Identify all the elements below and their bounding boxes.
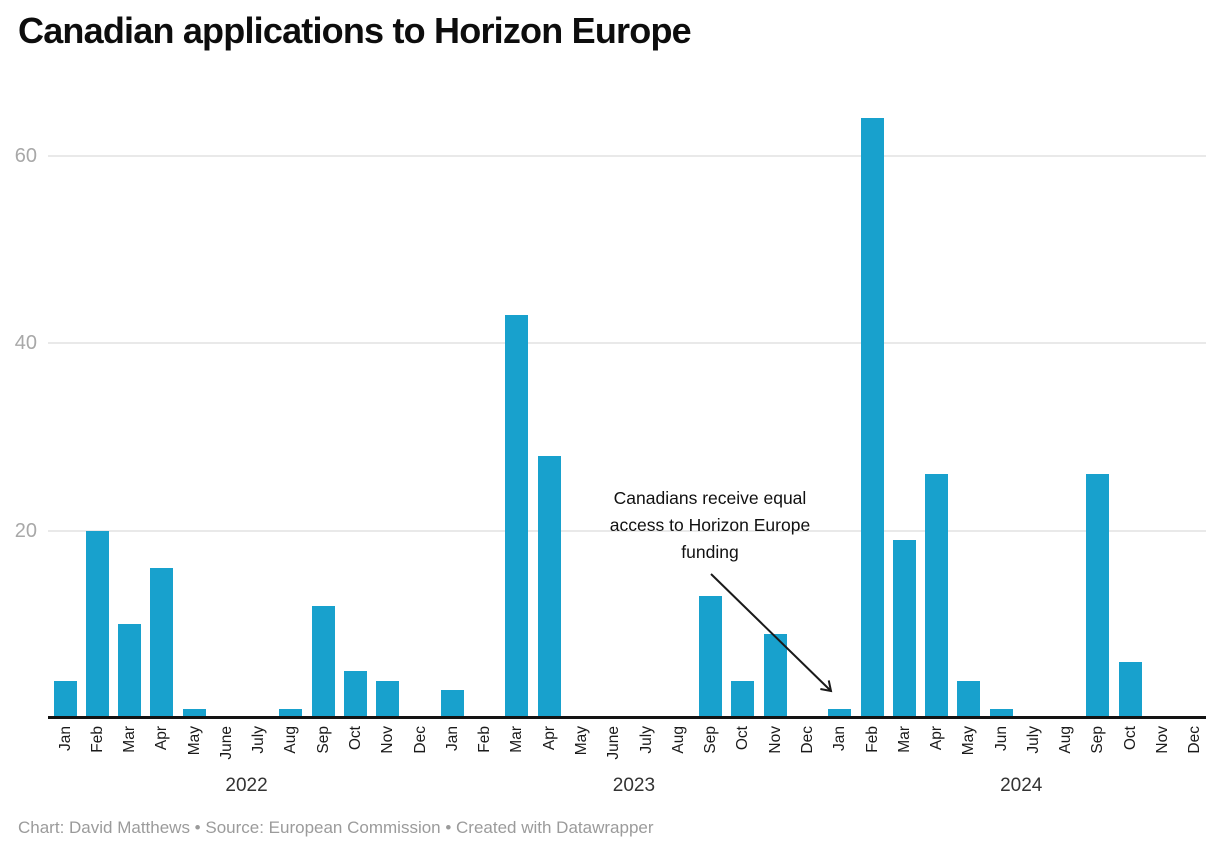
x-tick-label-2024-Nov: Nov [1154, 726, 1172, 754]
x-tick-label-2022-May: May [185, 726, 203, 756]
x-tick-label-2023-Aug: Aug [669, 726, 687, 754]
x-tick-label-2022-Nov: Nov [379, 726, 397, 754]
x-tick-label-2024-Oct: Oct [1121, 726, 1139, 751]
bar-2022-Oct[interactable] [344, 671, 368, 718]
bar-2022-May[interactable] [182, 708, 206, 718]
x-tick-label-2023-June: June [605, 726, 623, 760]
x-tick-label-2024-May: May [960, 726, 978, 756]
gridline-40 [48, 342, 1206, 344]
x-axis-line [48, 716, 1206, 719]
x-tick-label-2022-Apr: Apr [153, 726, 171, 751]
bar-2023-Mar[interactable] [505, 314, 529, 718]
y-tick-label-40: 40 [14, 332, 37, 354]
x-tick-label-2023-Dec: Dec [798, 726, 816, 754]
bar-2023-Oct[interactable] [731, 680, 755, 718]
x-tick-label-2024-July: July [1024, 726, 1042, 754]
x-axis-year-label-2023: 2023 [612, 775, 656, 796]
bar-2024-Sep[interactable] [1086, 474, 1110, 718]
x-tick-label-2024-Apr: Apr [928, 726, 946, 751]
x-tick-label-2023-Nov: Nov [766, 726, 784, 754]
bar-2022-Jan[interactable] [53, 680, 77, 718]
bar-2022-Apr[interactable] [150, 568, 174, 718]
bar-2022-Mar[interactable] [118, 624, 142, 718]
x-tick-label-2023-July: July [637, 726, 655, 754]
bar-2024-Mar[interactable] [892, 539, 916, 718]
x-tick-label-2022-July: July [250, 726, 268, 754]
bar-2024-Apr[interactable] [925, 474, 949, 718]
x-tick-label-2024-Dec: Dec [1186, 726, 1204, 754]
y-tick-label-60: 60 [14, 144, 37, 167]
x-tick-label-2022-Feb: Feb [88, 726, 106, 753]
bar-2024-May[interactable] [957, 680, 981, 718]
gridline-60 [48, 154, 1206, 157]
bar-2022-Aug[interactable] [279, 708, 303, 718]
x-tick-label-2022-June: June [217, 726, 235, 760]
chart-title: Canadian applications to Horizon Europe [18, 10, 692, 51]
x-tick-label-2023-Jan: Jan [443, 726, 461, 751]
bar-2024-Jun[interactable] [989, 708, 1013, 718]
x-axis-year-label-2024: 2024 [1000, 775, 1043, 796]
bar-2024-Oct[interactable] [1118, 661, 1142, 718]
y-tick-label-20: 20 [14, 519, 37, 542]
x-tick-label-2024-Jan: Jan [831, 726, 849, 751]
x-tick-label-2024-Aug: Aug [1057, 726, 1075, 754]
x-tick-label-2022-Dec: Dec [411, 726, 429, 754]
chart-annotation: Canadians receive equal access to Horizo… [609, 488, 811, 562]
bar-2022-Feb[interactable] [85, 530, 109, 718]
x-tick-label-2022-Sep: Sep [314, 726, 332, 754]
x-tick-label-2023-May: May [572, 726, 590, 756]
bar-2023-Apr[interactable] [537, 455, 561, 718]
x-tick-label-2024-Mar: Mar [895, 726, 913, 753]
bar-2023-Jan[interactable] [440, 689, 464, 718]
chart-footer: Chart: David Matthews • Source: European… [18, 818, 654, 837]
x-tick-label-2022-Aug: Aug [282, 726, 300, 754]
x-tick-label-2022-Jan: Jan [56, 726, 74, 751]
gridline-20 [48, 529, 1206, 532]
x-tick-label-2023-Oct: Oct [734, 726, 752, 751]
bar-2024-Feb[interactable] [860, 118, 884, 718]
bar-2024-Jan[interactable] [828, 708, 852, 718]
x-tick-label-2024-Feb: Feb [863, 726, 881, 753]
x-tick-label-2024-Sep: Sep [1089, 726, 1107, 754]
x-tick-label-2023-Sep: Sep [702, 726, 720, 754]
x-tick-label-2022-Mar: Mar [121, 726, 139, 753]
x-tick-label-2022-Oct: Oct [347, 726, 365, 751]
x-axis-year-label-2022: 2022 [225, 775, 268, 796]
bar-2022-Sep[interactable] [311, 605, 335, 718]
x-tick-label-2024-Jun: Jun [992, 726, 1010, 751]
x-tick-label-2023-Mar: Mar [508, 726, 526, 753]
bar-2022-Nov[interactable] [376, 680, 400, 718]
x-tick-label-2023-Apr: Apr [540, 726, 558, 751]
bar-2023-Sep[interactable] [699, 596, 723, 718]
x-tick-label-2023-Feb: Feb [476, 726, 494, 753]
bar-2023-Nov[interactable] [763, 633, 787, 718]
